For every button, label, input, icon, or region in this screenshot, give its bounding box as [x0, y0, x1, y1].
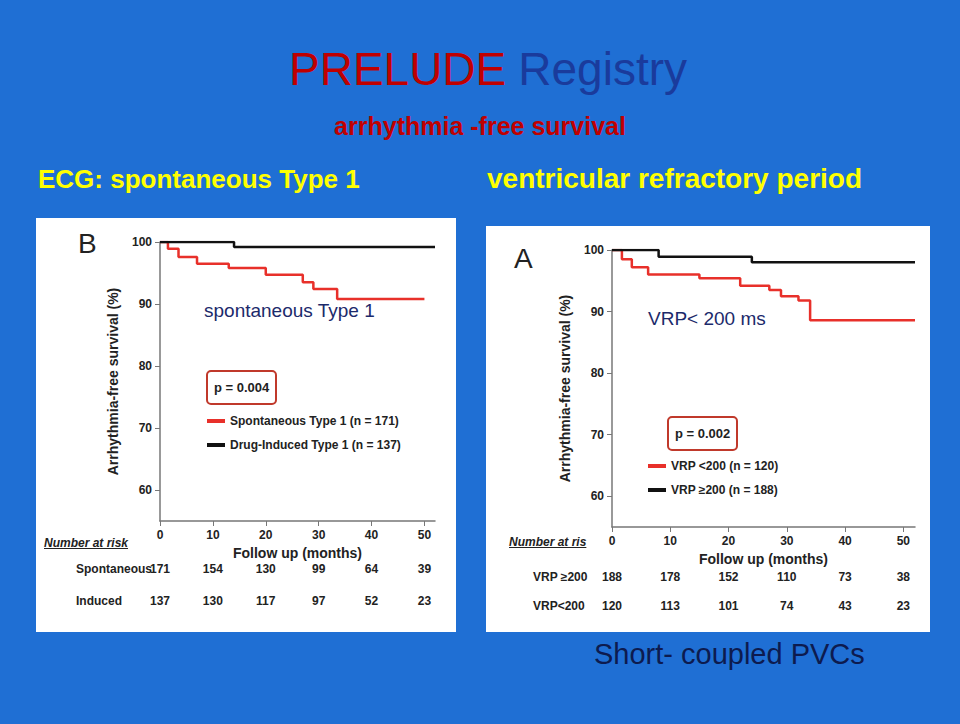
html-text:43: 43 [838, 599, 852, 613]
svg-text:40: 40 [365, 528, 379, 542]
html-text:B: B [78, 228, 97, 259]
svg-text:20: 20 [722, 534, 736, 548]
svg-text:100: 100 [132, 235, 152, 249]
svg-text:50: 50 [897, 534, 911, 548]
html-text:152: 152 [718, 570, 739, 584]
svg-text:Drug-Induced Type 1 (n = 137): Drug-Induced Type 1 (n = 137) [230, 438, 401, 452]
html-text:38: 38 [896, 570, 910, 584]
svg-text:60: 60 [591, 489, 605, 503]
svg-text:Spontaneous Type 1 (n = 171): Spontaneous Type 1 (n = 171) [230, 414, 399, 428]
html-text:74: 74 [780, 599, 794, 613]
svg-text:80: 80 [591, 366, 605, 380]
html-text:ECG: spontaneous Type 1: ECG: spontaneous Type 1 [38, 164, 360, 194]
svg-text:10: 10 [206, 528, 220, 542]
html-text:120: 120 [602, 599, 622, 613]
html-text:23: 23 [417, 594, 432, 608]
html-text:113: 113 [660, 599, 680, 613]
html-text:52: 52 [364, 594, 379, 608]
svg-text:VRP <200 (n = 120): VRP <200 (n = 120) [671, 459, 778, 473]
svg-text:0: 0 [609, 534, 616, 548]
html-text:154: 154 [202, 562, 223, 576]
html-text:A: A [514, 243, 533, 274]
svg-text:10: 10 [664, 534, 678, 548]
svg-text:Arrhythmia-free survival (%): Arrhythmia-free survival (%) [557, 295, 573, 483]
svg-text:70: 70 [139, 421, 153, 435]
svg-text:Follow up (months): Follow up (months) [233, 545, 362, 561]
svg-text:90: 90 [591, 305, 605, 319]
html-text:130: 130 [202, 594, 223, 608]
html-text:23: 23 [896, 599, 910, 613]
svg-text:Follow up (months): Follow up (months) [699, 551, 828, 567]
svg-text:60: 60 [139, 483, 153, 497]
html-text:Induced: Induced [76, 594, 122, 608]
svg-text:50: 50 [418, 528, 432, 542]
html-text:p = 0.002: p = 0.002 [675, 426, 731, 441]
html-text:188: 188 [602, 570, 622, 584]
html-text:ventricular refractory period: ventricular refractory period [487, 163, 862, 194]
html-text:64: 64 [364, 562, 379, 576]
html-text:73: 73 [838, 570, 852, 584]
html-text:39: 39 [417, 562, 432, 576]
html-text:110: 110 [777, 570, 797, 584]
html-text:97: 97 [312, 594, 326, 608]
svg-text:100: 100 [584, 243, 604, 257]
svg-text:80: 80 [139, 359, 153, 373]
svg-text:70: 70 [591, 428, 605, 442]
svg-text:0: 0 [157, 528, 164, 542]
html-text:PRELUDE Registry: PRELUDE Registry [289, 43, 687, 95]
html-text:117: 117 [256, 594, 276, 608]
html-text:Number at ris: Number at ris [509, 535, 587, 549]
svg-text:90: 90 [139, 297, 153, 311]
html-text:Short- coupled PVCs: Short- coupled PVCs [594, 638, 865, 670]
svg-text:VRP ≥200 (n = 188): VRP ≥200 (n = 188) [671, 483, 778, 497]
html-text:VRP ≥200: VRP ≥200 [533, 570, 588, 584]
html-text:p = 0.004: p = 0.004 [214, 380, 270, 395]
html-text:101: 101 [718, 599, 739, 613]
html-text:arrhythmia -free survival: arrhythmia -free survival [334, 112, 626, 140]
html-text:Spontaneous 171: Spontaneous 171 [76, 562, 170, 576]
svg-text:30: 30 [780, 534, 794, 548]
html-text:spontaneous Type 1: spontaneous Type 1 [204, 300, 375, 321]
svg-text:20: 20 [259, 528, 273, 542]
html-text:VRP< 200 ms: VRP< 200 ms [648, 308, 766, 329]
svg-text:40: 40 [838, 534, 852, 548]
svg-text:Arrhythmia-free survival (%): Arrhythmia-free survival (%) [105, 288, 121, 476]
html-text:Number at risk: Number at risk [44, 536, 128, 550]
html-text:178: 178 [660, 570, 681, 584]
html-text:130: 130 [255, 562, 276, 576]
html-text:VRP<200: VRP<200 [533, 599, 585, 613]
svg-text:30: 30 [312, 528, 326, 542]
html-text:99: 99 [312, 562, 326, 576]
html-text:137: 137 [150, 594, 170, 608]
